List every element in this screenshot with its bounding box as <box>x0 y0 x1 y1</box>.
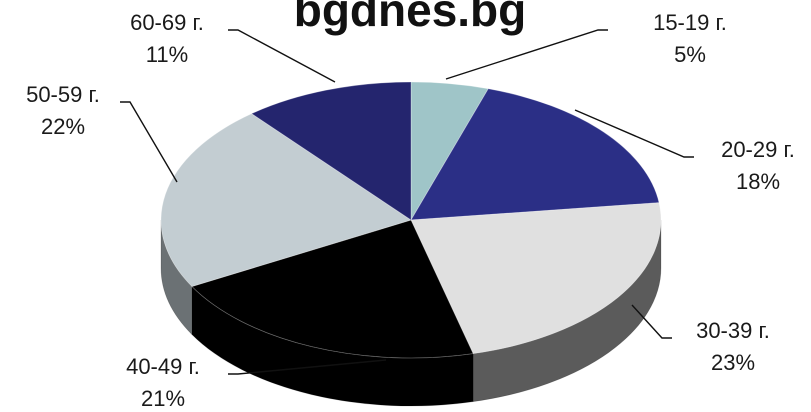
slice-label-60-69: 60-69 г. <box>130 10 204 35</box>
slice-label-50-59: 50-59 г. <box>26 82 100 107</box>
leader-line-20-29 <box>574 109 694 158</box>
slice-60-69 <box>250 81 412 221</box>
slice-labels: 15-19 г. 5% 20-29 г. 18% 30-39 г. 23% 40-49 г.… <box>26 10 795 411</box>
slice-20-29 <box>410 88 660 221</box>
slice-30-39 <box>410 202 662 355</box>
slice-50-59 <box>160 113 412 287</box>
leader-line-50-59 <box>120 101 178 183</box>
leader-line-40-49 <box>228 359 387 375</box>
leader-line-15-19 <box>445 29 608 80</box>
leader-line-30-39 <box>631 304 672 339</box>
slice-40-49 <box>191 219 474 359</box>
leader-line-60-69 <box>228 29 336 83</box>
leader-lines <box>120 29 694 375</box>
slice-value-40-49: 21% <box>141 386 185 411</box>
chart-title: bgdnes.bg <box>294 0 527 36</box>
slice-15-19 <box>410 81 489 222</box>
slice-value-50-59: 22% <box>41 114 85 139</box>
slice-label-20-29: 20-29 г. <box>721 137 795 162</box>
slice-label-15-19: 15-19 г. <box>653 10 727 35</box>
slice-value-15-19: 5% <box>674 42 706 67</box>
slice-label-30-39: 30-39 г. <box>696 318 770 343</box>
slice-value-60-69: 11% <box>146 42 188 67</box>
pie-slices <box>160 81 662 359</box>
slice-label-40-49: 40-49 г. <box>126 354 200 379</box>
slice-value-30-39: 23% <box>711 350 755 375</box>
slice-value-20-29: 18% <box>736 169 780 194</box>
